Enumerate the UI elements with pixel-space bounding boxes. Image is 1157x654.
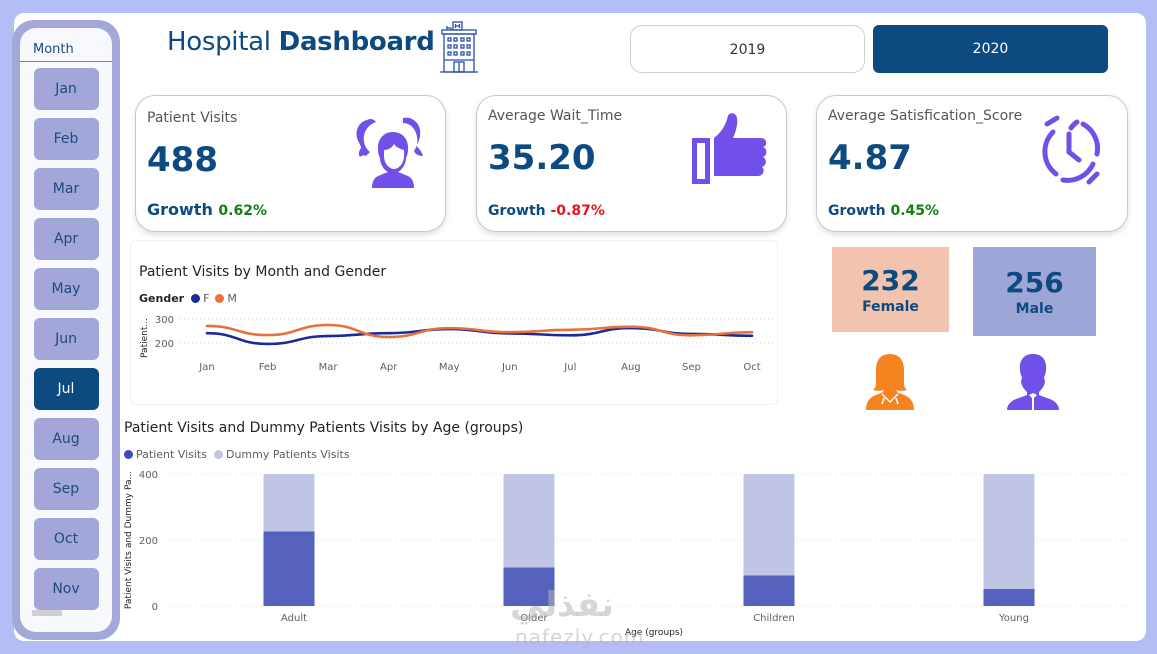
line-x-tick-label: Mar [319, 362, 339, 373]
bar-y-tick-label: 400 [139, 470, 158, 481]
kpi-growth: Growth 0.62% [147, 200, 267, 219]
month-button-jul[interactable]: Jul [33, 368, 99, 410]
bar-dummy-visits-older [503, 474, 555, 568]
line-x-tick-label: Jul [563, 362, 576, 373]
month-slicer: Month Jan Feb Mar Apr May Jun Jul Aug Sep Oct Nov [12, 20, 120, 640]
kpi-label: Average Satisfication_Score [828, 108, 1023, 124]
title-bold: Dashboard [278, 27, 435, 57]
male-count-card: 256 Male [973, 247, 1096, 336]
female-person-icon [866, 354, 914, 410]
legend-dot-m [215, 294, 225, 303]
line-x-tick-label: Sep [682, 362, 701, 373]
legend-label-m: M [227, 292, 237, 305]
bar-x-tick-label: Older [520, 613, 548, 624]
month-slicer-panel: Month Jan Feb Mar Apr May Jun Jul Aug Sep Oct Nov [20, 28, 112, 632]
male-label: Male [1015, 301, 1054, 317]
month-button-sep[interactable]: Sep [33, 468, 99, 510]
male-person-icon [1007, 354, 1059, 410]
month-button-oct[interactable]: Oct [33, 518, 99, 560]
legend-label-dummy-visits: Dummy Patients Visits [225, 448, 350, 461]
kpi-label: Patient Visits [147, 110, 238, 126]
growth-label: Growth [828, 203, 886, 219]
growth-label: Growth [147, 200, 213, 219]
line-chart-panel [130, 240, 778, 405]
month-button-nov[interactable]: Nov [33, 568, 99, 610]
bar-dummy-visits-adult [263, 474, 315, 532]
line-x-tick-label: Apr [380, 362, 398, 373]
month-button-mar[interactable]: Mar [33, 168, 99, 210]
legend-dot-f [191, 294, 201, 303]
bar-y-tick-label: 200 [139, 536, 158, 547]
month-button-apr[interactable]: Apr [33, 218, 99, 260]
bar-patient-visits-older [503, 567, 555, 606]
kpi-value: 4.87 [828, 138, 912, 178]
legend-dot-dummy-visits [213, 450, 223, 459]
line-x-tick-label: Jan [198, 362, 214, 373]
kpi-growth: Growth -0.87% [488, 203, 605, 219]
male-count: 256 [1005, 266, 1064, 299]
hospital-building-icon [440, 21, 478, 73]
female-count: 232 [861, 264, 920, 297]
month-slicer-title: Month [20, 32, 112, 62]
year-2019-button[interactable]: 2019 [630, 25, 865, 73]
kpi-value: 35.20 [488, 138, 596, 178]
kpi-growth: Growth 0.45% [828, 203, 939, 219]
line-x-tick-label: Aug [621, 362, 641, 373]
title-light: Hospital [167, 27, 271, 57]
bar-patient-visits-adult [263, 531, 315, 606]
month-button-jun[interactable]: Jun [33, 318, 99, 360]
line-x-tick-label: Jun [501, 362, 518, 373]
line-y-axis-title: Patient... [140, 318, 150, 358]
clock-icon [1042, 115, 1100, 185]
month-button-aug[interactable]: Aug [33, 418, 99, 460]
kpi-value: 488 [147, 140, 218, 180]
growth-value: 0.62% [218, 203, 267, 219]
line-x-tick-label: May [439, 362, 460, 373]
line-x-tick-label: Oct [743, 362, 760, 373]
kpi-label: Average Wait_Time [488, 108, 623, 124]
kpi-card-average-satisfaction-score: Average Satisfication_Score 4.87 Growth … [816, 95, 1128, 232]
page-title: Hospital Dashboard [167, 27, 435, 57]
legend-dot-patient-visits [124, 450, 133, 459]
month-button-may[interactable]: May [33, 268, 99, 310]
bar-x-tick-label: Adult [281, 613, 307, 624]
legend-label-patient-visits: Patient Visits [136, 448, 207, 461]
bar-x-tick-label: Children [753, 613, 795, 624]
bar-y-axis-title: Patient Visits and Dummy Pa... [124, 471, 134, 609]
growth-value: 0.45% [890, 203, 940, 219]
line-chart-title: Patient Visits by Month and Gender [139, 264, 387, 280]
line-series-m [205, 323, 754, 339]
month-button-feb[interactable]: Feb [33, 118, 99, 160]
kpi-card-average-wait-time: Average Wait_Time 35.20 Growth -0.87% [476, 95, 787, 232]
line-y-tick-label: 200 [155, 339, 174, 350]
thumbs-up-icon [692, 113, 767, 184]
bar-patient-visits-young [983, 588, 1035, 606]
growth-label: Growth [488, 203, 546, 219]
bar-dummy-visits-young [983, 474, 1035, 589]
patients-group-icon [356, 117, 423, 188]
line-y-tick-label: 300 [155, 315, 174, 326]
bar-chart-legend: Patient Visits Dummy Patients Visits [124, 448, 350, 461]
legend-label-f: F [203, 292, 210, 305]
kpi-card-patient-visits: Patient Visits 488 Growth 0.62% [135, 95, 446, 232]
month-list: Jan Feb Mar Apr May Jun Jul Aug Sep Oct Nov [20, 68, 112, 610]
month-button-jan[interactable]: Jan [33, 68, 99, 110]
bar-chart-title: Patient Visits and Dummy Patients Visits… [124, 420, 524, 436]
year-2020-button[interactable]: 2020 [873, 25, 1108, 73]
growth-value: -0.87% [550, 203, 605, 219]
female-count-card: 232 Female [832, 247, 949, 332]
female-label: Female [862, 299, 919, 315]
legend-title: Gender [139, 292, 185, 305]
line-chart-legend: Gender F M [139, 292, 237, 305]
slicer-scrollbar[interactable] [32, 610, 62, 616]
bar-x-axis-title: Age (groups) [625, 628, 683, 638]
bar-x-tick-label: Young [998, 613, 1029, 624]
line-x-tick-label: Feb [259, 362, 277, 373]
bar-patient-visits-children [743, 575, 795, 606]
bar-y-tick-label: 0 [152, 602, 158, 613]
bar-dummy-visits-children [743, 474, 795, 576]
